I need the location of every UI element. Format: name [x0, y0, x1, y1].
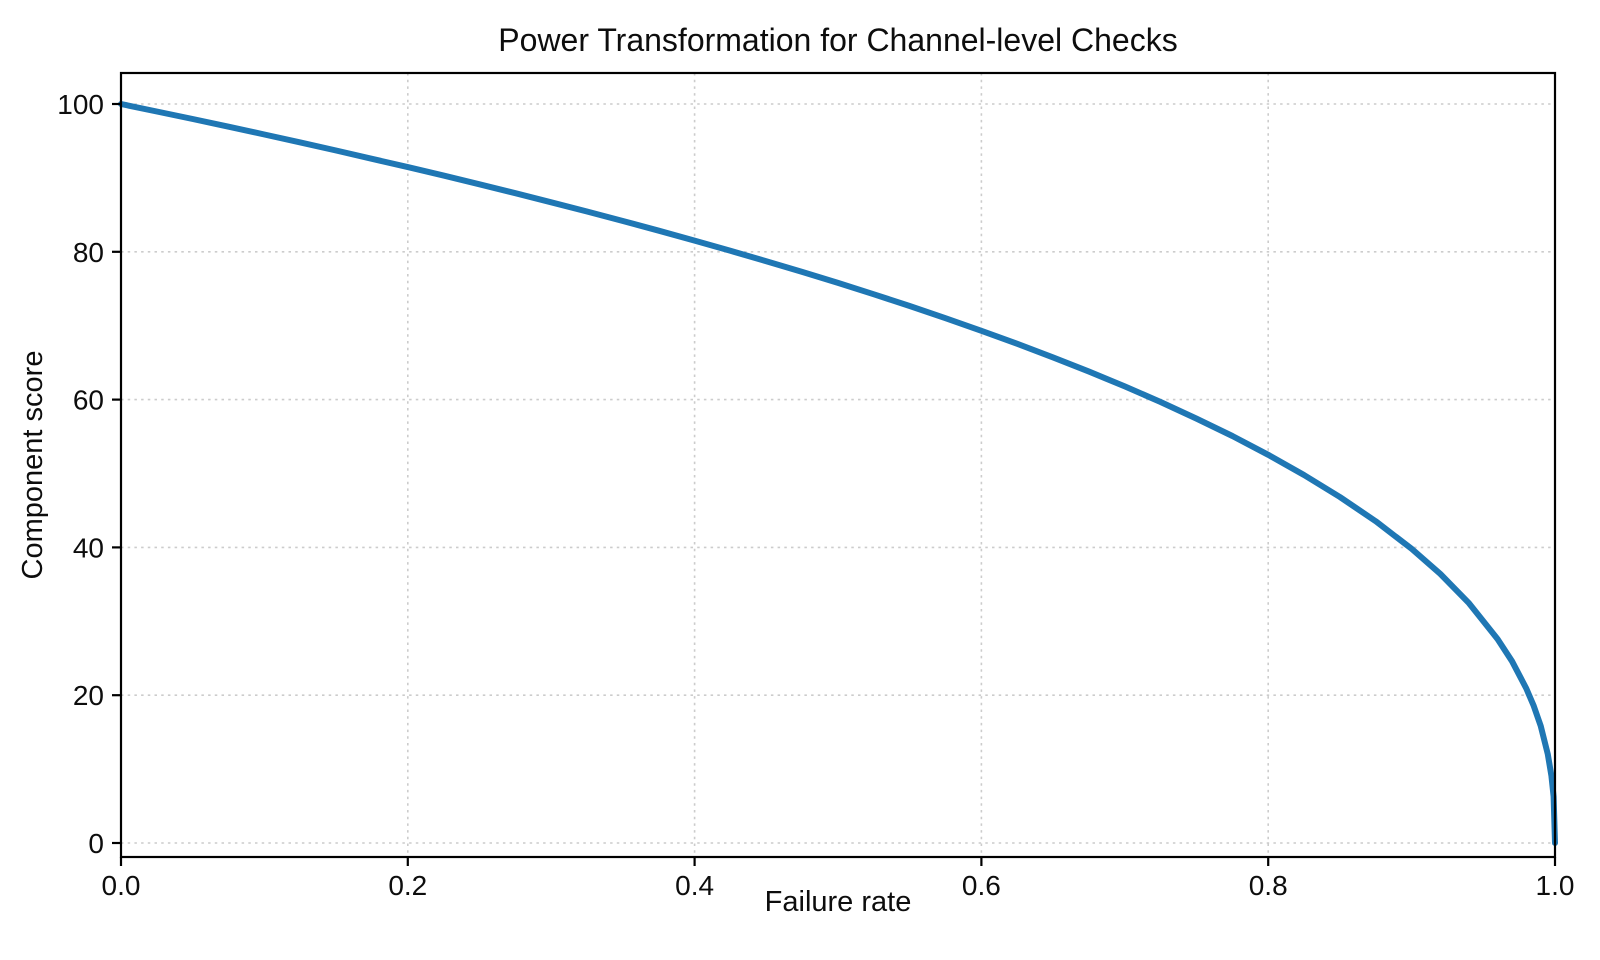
- tick-layer: [112, 102, 1557, 866]
- plot-frame: [119, 71, 1557, 859]
- y-tick-label: 80: [73, 237, 104, 268]
- x-tick-labels: 0.0 0.2 0.4 0.6 0.8 1.0: [102, 870, 1575, 901]
- y-tick-label: 100: [57, 89, 104, 120]
- x-tick-label: 0.6: [962, 870, 1001, 901]
- grid-layer: [120, 73, 1556, 857]
- x-tick-label: 0.4: [675, 870, 714, 901]
- x-tick-label: 0.8: [1249, 870, 1288, 901]
- y-tick-label: 0: [88, 828, 104, 859]
- x-tick-label: 1.0: [1536, 870, 1575, 901]
- y-tick-labels: 0 20 40 60 80 100: [57, 89, 104, 859]
- y-tick-label: 60: [73, 385, 104, 416]
- y-axis-label: Component score: [17, 351, 49, 580]
- x-tick-label: 0.0: [102, 870, 141, 901]
- y-tick-label: 20: [73, 680, 104, 711]
- series-line-component-score: [118, 101, 1558, 846]
- chart-title: Power Transformation for Channel-level C…: [498, 22, 1177, 58]
- x-tick-label: 0.2: [388, 870, 427, 901]
- x-axis-label: Failure rate: [765, 886, 912, 918]
- y-tick-label: 40: [73, 532, 104, 563]
